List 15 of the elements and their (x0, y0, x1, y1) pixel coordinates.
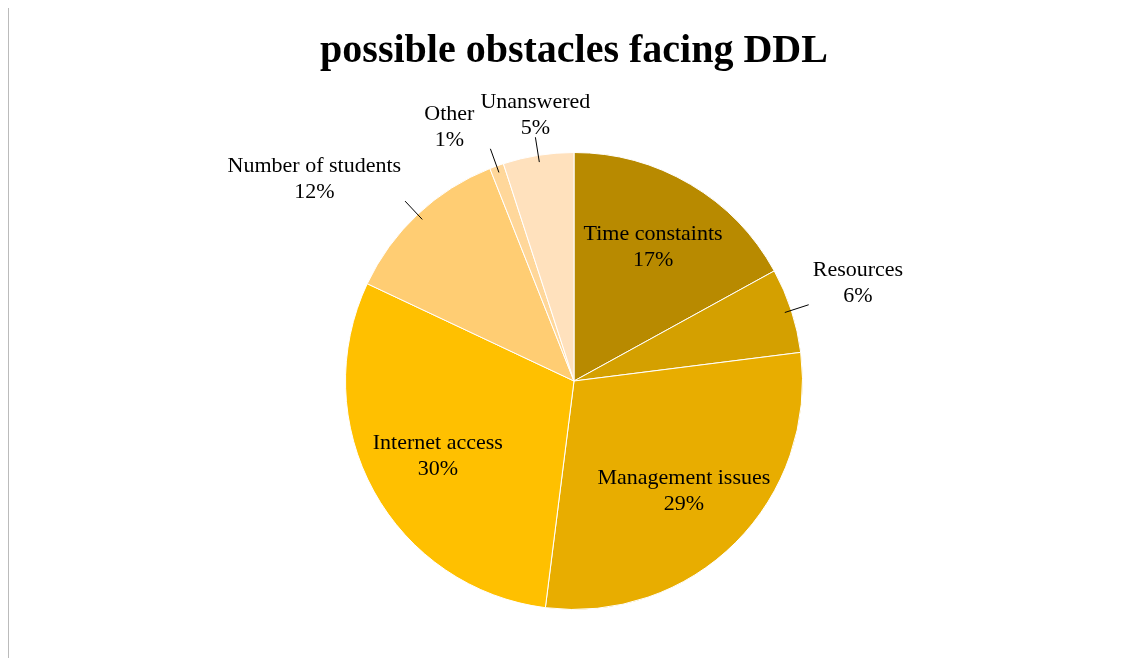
data-label: 30% (417, 454, 458, 480)
slice-label: Internet access (372, 428, 503, 454)
data-label: 5% (520, 114, 551, 140)
data-label: 12% (294, 177, 335, 203)
slice-label: Resources (812, 255, 904, 281)
chart-title: possible obstacles facing DDL (320, 26, 828, 72)
data-label: 6% (843, 281, 873, 307)
slice-label: Other (424, 99, 476, 125)
slice-label: Management issues (597, 463, 771, 489)
data-label: 29% (663, 489, 705, 515)
data-label: 17% (632, 246, 674, 272)
slice-label: Unanswered (480, 88, 591, 114)
slice-label: Time constaints (583, 220, 723, 246)
slice-label: Number of students (227, 151, 402, 177)
data-label: 1% (434, 125, 465, 151)
